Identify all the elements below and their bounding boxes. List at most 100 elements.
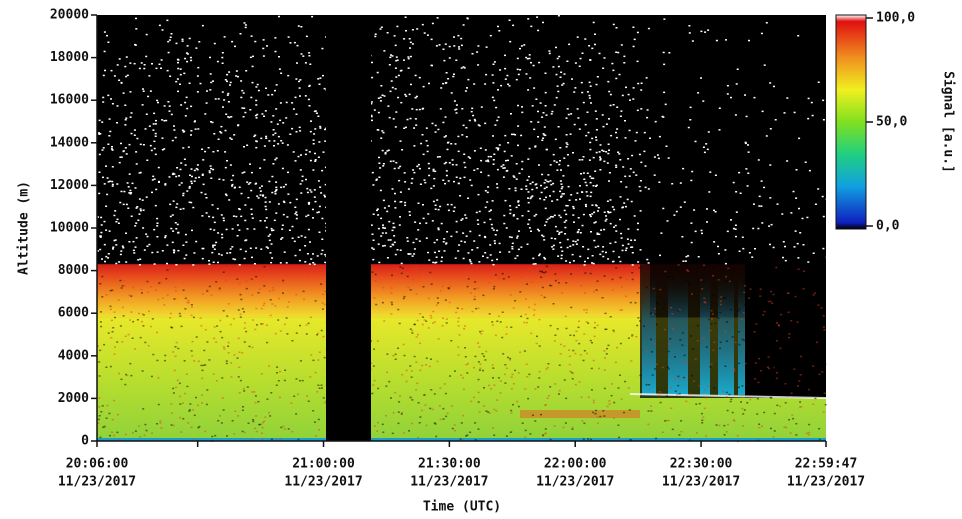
noise-dot bbox=[560, 254, 563, 257]
noise-dot bbox=[418, 422, 421, 424]
noise-dot bbox=[578, 381, 581, 383]
noise-dot bbox=[774, 119, 777, 121]
noise-dot bbox=[651, 374, 654, 376]
noise-dot bbox=[109, 305, 112, 308]
noise-dot bbox=[189, 56, 192, 59]
noise-dot bbox=[255, 247, 258, 249]
noise-dot bbox=[116, 431, 119, 434]
noise-dot bbox=[139, 208, 142, 210]
noise-dot bbox=[540, 191, 543, 194]
noise-dot bbox=[292, 108, 295, 110]
noise-dot bbox=[760, 32, 763, 35]
noise-dot bbox=[99, 283, 102, 285]
noise-dot bbox=[692, 348, 695, 350]
noise-dot bbox=[194, 128, 197, 130]
noise-dot bbox=[587, 131, 590, 134]
noise-dot bbox=[421, 108, 424, 110]
noise-dot bbox=[424, 181, 427, 184]
noise-dot bbox=[570, 273, 573, 275]
noise-dot bbox=[397, 422, 400, 425]
noise-dot bbox=[576, 231, 579, 234]
noise-dot bbox=[595, 83, 598, 86]
noise-dot bbox=[610, 394, 613, 397]
noise-dot bbox=[543, 182, 546, 184]
noise-dot bbox=[557, 255, 560, 257]
noise-dot bbox=[255, 117, 258, 119]
noise-dot bbox=[249, 247, 252, 249]
noise-dot bbox=[782, 382, 785, 385]
noise-dot bbox=[422, 153, 425, 156]
noise-dot bbox=[411, 279, 414, 281]
noise-dot bbox=[588, 81, 591, 84]
noise-dot bbox=[411, 255, 414, 257]
noise-dot bbox=[403, 354, 406, 357]
noise-dot bbox=[394, 67, 397, 69]
noise-dot bbox=[819, 292, 821, 294]
noise-dot bbox=[417, 202, 420, 204]
noise-dot bbox=[564, 233, 567, 235]
noise-dot bbox=[584, 181, 587, 184]
noise-dot bbox=[464, 356, 467, 358]
noise-dot bbox=[186, 107, 189, 110]
noise-dot bbox=[409, 47, 411, 49]
noise-dot bbox=[313, 110, 316, 113]
noise-dot bbox=[434, 124, 437, 127]
noise-dot bbox=[542, 235, 545, 238]
noise-dot bbox=[730, 96, 732, 99]
noise-dot bbox=[483, 221, 486, 224]
noise-dot bbox=[765, 135, 768, 137]
noise-dot bbox=[156, 217, 159, 220]
noise-dot bbox=[114, 210, 117, 212]
noise-dot bbox=[771, 270, 774, 272]
noise-dot bbox=[639, 249, 642, 251]
noise-dot bbox=[566, 205, 569, 207]
noise-dot bbox=[589, 215, 592, 218]
noise-dot bbox=[527, 397, 530, 400]
noise-dot bbox=[769, 396, 772, 399]
noise-dot bbox=[572, 260, 575, 262]
noise-dot bbox=[430, 187, 433, 190]
noise-dot bbox=[382, 245, 384, 247]
noise-dot bbox=[310, 354, 313, 356]
noise-dot bbox=[465, 235, 468, 237]
noise-dot bbox=[565, 397, 568, 400]
noise-dot bbox=[167, 40, 170, 43]
noise-dot bbox=[112, 327, 115, 329]
noise-dot bbox=[602, 410, 605, 412]
noise-dot bbox=[527, 191, 530, 193]
noise-dot bbox=[555, 46, 557, 49]
noise-dot bbox=[488, 281, 491, 284]
noise-dot bbox=[322, 397, 325, 399]
noise-dot bbox=[596, 233, 599, 235]
noise-dot bbox=[274, 132, 277, 134]
noise-dot bbox=[571, 428, 574, 430]
noise-dot bbox=[129, 319, 131, 321]
noise-dot bbox=[622, 166, 625, 168]
noise-dot bbox=[401, 267, 404, 269]
noise-dot bbox=[220, 214, 223, 216]
noise-dot bbox=[517, 248, 520, 251]
noise-dot bbox=[309, 376, 312, 378]
noise-dot bbox=[468, 119, 471, 122]
noise-dot bbox=[816, 279, 819, 281]
noise-dot bbox=[639, 180, 642, 182]
noise-dot bbox=[299, 360, 302, 362]
noise-dot bbox=[274, 190, 277, 193]
noise-dot bbox=[812, 252, 815, 254]
noise-dot bbox=[596, 416, 599, 418]
noise-dot bbox=[436, 239, 439, 241]
noise-dot bbox=[190, 304, 193, 306]
noise-dot bbox=[529, 183, 532, 185]
noise-dot bbox=[262, 304, 265, 307]
noise-dot bbox=[142, 144, 145, 146]
noise-dot bbox=[140, 320, 143, 323]
noise-dot bbox=[713, 241, 716, 243]
noise-dot bbox=[797, 35, 800, 37]
noise-dot bbox=[604, 312, 607, 315]
noise-dot bbox=[717, 278, 719, 280]
noise-dot bbox=[243, 431, 246, 434]
noise-dot bbox=[700, 30, 703, 33]
noise-dot bbox=[718, 424, 721, 427]
noise-dot bbox=[188, 410, 191, 412]
noise-dot bbox=[618, 256, 621, 258]
